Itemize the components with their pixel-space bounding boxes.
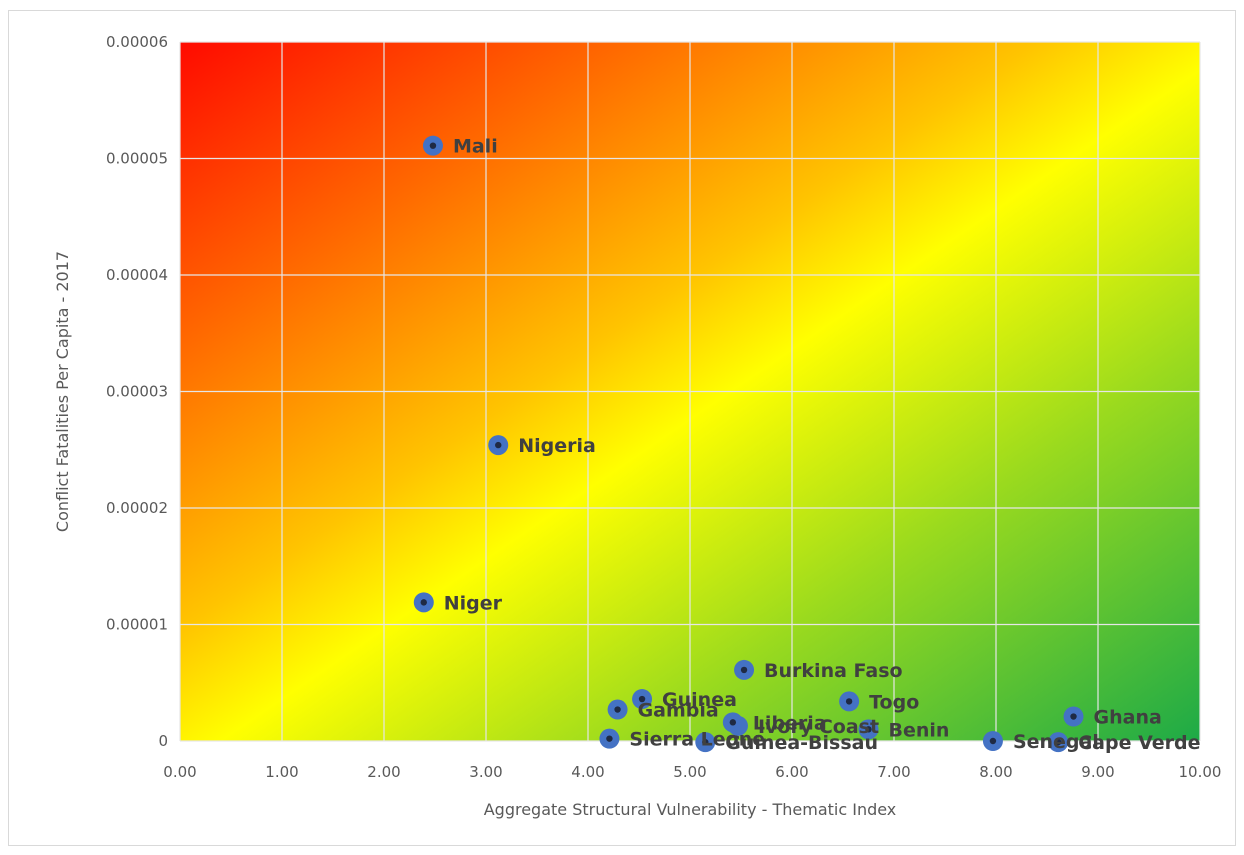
x-axis-ticks: 0.00 1.00 2.00 3.00 4.00 5.00 6.00 7.00 8.00 9.00…: [163, 763, 1221, 781]
data-point-togo: [839, 691, 860, 712]
data-point-sierra-leone: [599, 728, 620, 749]
x-axis-title: Aggregate Structural Vulnerability - The…: [484, 800, 897, 819]
point-label-nigeria: Nigeria: [518, 435, 596, 457]
y-tick-label: 0: [158, 732, 168, 750]
y-tick-label: 0.00004: [106, 266, 168, 284]
data-point-senegal: [982, 731, 1003, 751]
y-tick-label: 0.00001: [106, 616, 168, 634]
x-tick-label: 3.00: [469, 763, 502, 781]
x-tick-label: 6.00: [775, 763, 808, 781]
x-tick-label: 9.00: [1081, 763, 1114, 781]
point-center: [1070, 713, 1077, 720]
point-label-cape-verde: Cape Verde: [1078, 732, 1200, 754]
point-center: [1055, 738, 1062, 746]
point-label-mali: Mali: [453, 136, 498, 158]
point-label-ivory-coast: Ivory Coast: [758, 716, 879, 738]
y-axis-ticks: 0 0.00001 0.00002 0.00003 0.00004 0.00005 0.00…: [106, 33, 168, 750]
point-label-togo: Togo: [869, 691, 919, 713]
point-center: [729, 719, 737, 726]
point-label-guinea-bissau: Guinea-Bissau: [725, 732, 878, 754]
point-label-niger: Niger: [444, 592, 503, 614]
data-point-liberia: [722, 712, 743, 733]
data-point-ghana: [1063, 706, 1084, 727]
y-axis-title: Conflict Fatalities Per Capita - 2017: [53, 251, 72, 532]
x-tick-label: 4.00: [571, 763, 604, 781]
point-center: [740, 666, 748, 674]
data-point-mali: [422, 135, 443, 156]
point-labels: Mali Nigeria Niger Burkina Faso GuineaGambia…: [444, 136, 1201, 754]
point-center: [606, 735, 613, 742]
x-tick-label: 7.00: [877, 763, 910, 781]
point-label-ghana: Ghana: [1094, 707, 1162, 729]
chart-frame: [8, 10, 1236, 846]
data-point-guinea: [632, 689, 653, 710]
point-label-gambia: Gambia: [638, 700, 719, 722]
x-tick-label: 8.00: [979, 763, 1012, 781]
data-point-nigeria: [488, 435, 509, 456]
y-tick-label: 0.00002: [106, 499, 168, 517]
point-center: [865, 726, 872, 733]
data-point-guinea-bissau: [695, 732, 716, 753]
data-point-cape-verde: [1048, 732, 1069, 753]
x-tick-label: 5.00: [673, 763, 706, 781]
data-point-burkina-faso: [734, 659, 755, 680]
x-tick-label: 1.00: [265, 763, 298, 781]
point-label-benin: Benin: [889, 719, 950, 741]
point-center: [420, 599, 427, 606]
point-label-guinea: Guinea: [662, 689, 737, 711]
point-center: [495, 441, 502, 449]
point-center: [989, 737, 997, 745]
point-label-sierra-leone: Sierra Leone: [629, 729, 765, 751]
gridlines: [179, 41, 1201, 742]
data-point-niger: [413, 592, 434, 613]
y-tick-label: 0.00005: [106, 150, 168, 168]
point-center: [702, 738, 709, 746]
x-tick-label: 10.00: [1179, 763, 1222, 781]
x-tick-label: 2.00: [367, 763, 400, 781]
point-center: [614, 706, 621, 713]
data-point-gambia: [607, 699, 628, 720]
point-center: [638, 695, 646, 703]
point-center: [845, 698, 853, 705]
data-point-benin: [858, 719, 879, 740]
point-label-senegal: Senegal: [1013, 731, 1099, 753]
data-points: [413, 135, 1084, 753]
y-tick-label: 0.00006: [106, 33, 168, 51]
point-center: [429, 142, 437, 149]
point-label-burkina-faso: Burkina Faso: [764, 660, 903, 682]
x-tick-label: 0.00: [163, 763, 196, 781]
y-tick-label: 0.00003: [106, 383, 168, 401]
point-label-liberia: Liberia: [753, 712, 827, 734]
